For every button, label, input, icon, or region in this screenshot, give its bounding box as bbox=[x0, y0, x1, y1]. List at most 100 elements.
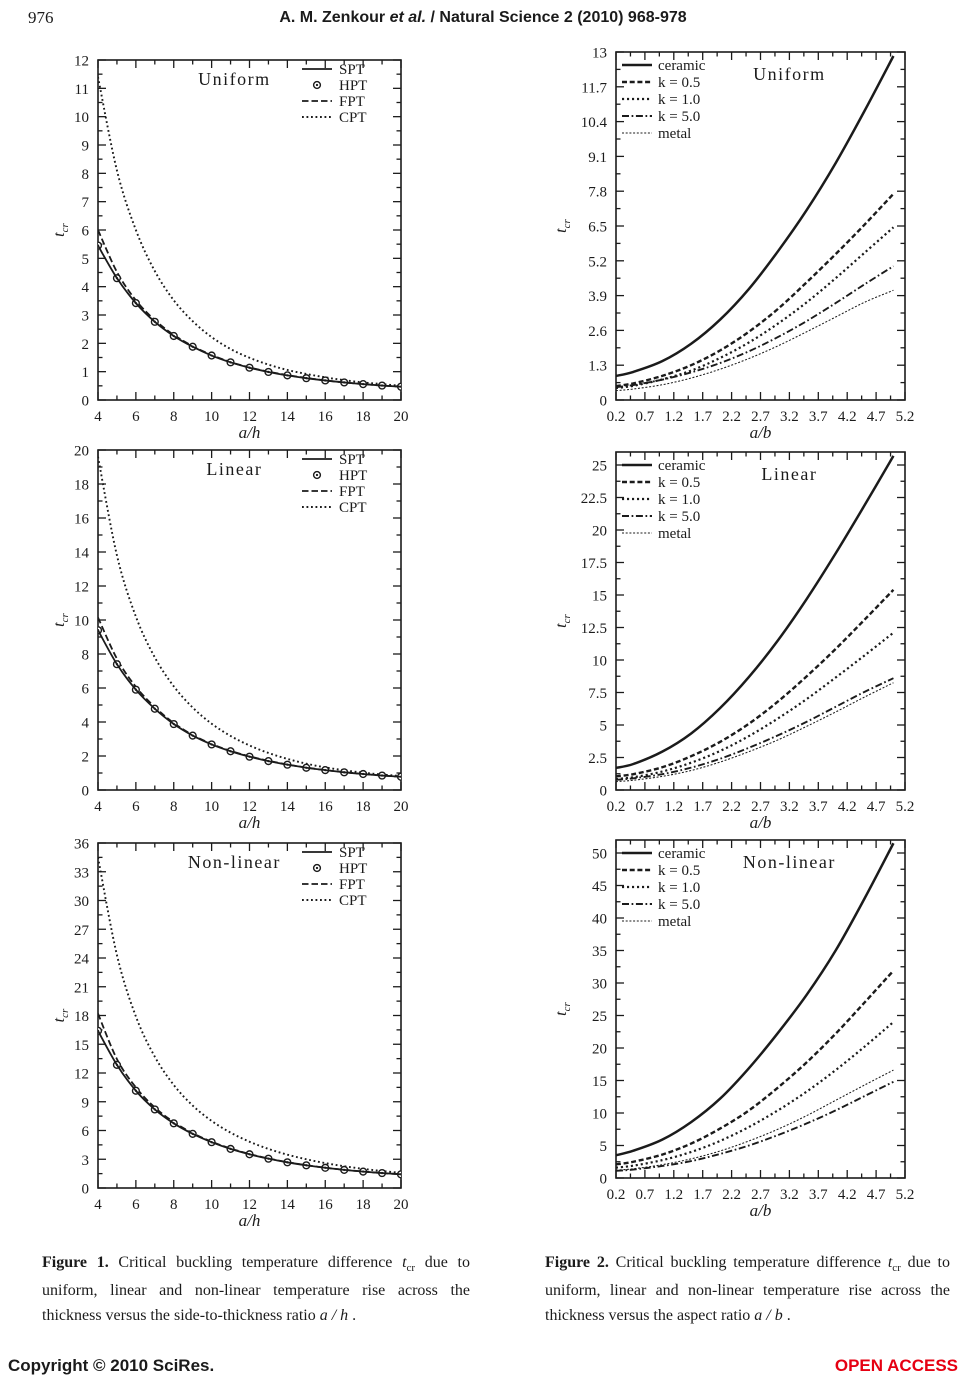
tcr-symbol: t bbox=[887, 1254, 893, 1271]
svg-text:18: 18 bbox=[356, 1197, 371, 1213]
svg-text:1.2: 1.2 bbox=[664, 409, 683, 425]
series-group bbox=[98, 857, 401, 1179]
series-k-5.0 bbox=[616, 265, 894, 389]
svg-text:7.5: 7.5 bbox=[588, 686, 607, 702]
y-axis-label: tcr bbox=[51, 1008, 71, 1022]
series-group bbox=[616, 55, 895, 392]
tick-labels: 0.2 0.7 1.2 1.7 2.2 2.7 3.2 3.7 4.2 4.7 5.2 0 1.3 2.6… bbox=[581, 46, 915, 426]
series-k-0.5 bbox=[616, 193, 895, 388]
figure1-nonlinear-chart: 4 6 8 10 12 14 16 18 200369121518212427303336a/h… bbox=[51, 837, 409, 1231]
svg-text:2: 2 bbox=[82, 337, 90, 353]
tick-labels: 0.2 0.7 1.2 1.7 2.2 2.7 3.2 3.7 4.2 4.7 5.2 0 2.5 5 7.… bbox=[581, 459, 915, 816]
svg-text:8: 8 bbox=[170, 799, 178, 815]
svg-text:27: 27 bbox=[74, 923, 90, 939]
svg-text:14: 14 bbox=[280, 799, 296, 815]
svg-text:16: 16 bbox=[318, 799, 334, 815]
svg-text:20: 20 bbox=[592, 1042, 607, 1058]
series-CPT bbox=[98, 76, 401, 387]
svg-text:6: 6 bbox=[82, 224, 90, 240]
svg-text:14: 14 bbox=[280, 409, 296, 425]
svg-text:0: 0 bbox=[600, 1172, 608, 1188]
figure2-caption: Figure 2. Critical buckling temperature … bbox=[545, 1250, 950, 1329]
svg-text:4: 4 bbox=[94, 409, 102, 425]
tcr-subscript: cr bbox=[892, 1262, 901, 1275]
svg-text:14: 14 bbox=[280, 1197, 296, 1213]
series-group bbox=[616, 842, 895, 1172]
x-axis-label: a/h bbox=[239, 1211, 261, 1230]
svg-text:21: 21 bbox=[74, 980, 89, 996]
svg-text:2.6: 2.6 bbox=[588, 324, 607, 340]
header-title-etal: et al. bbox=[389, 9, 427, 26]
y-axis-label: tcr bbox=[51, 612, 71, 626]
svg-text:6: 6 bbox=[132, 799, 140, 815]
series-k-1.0 bbox=[616, 226, 895, 390]
svg-text:8: 8 bbox=[170, 409, 178, 425]
svg-text:12: 12 bbox=[74, 54, 89, 70]
figure2-caption-label: Figure 2. bbox=[545, 1254, 609, 1271]
svg-text:45: 45 bbox=[592, 879, 607, 895]
y-axis-label: tcr bbox=[553, 218, 573, 232]
svg-text:7.8: 7.8 bbox=[588, 185, 607, 201]
figure1-caption-text-2: due to uniform, linear and non-linear te… bbox=[42, 1254, 470, 1325]
series-ceramic bbox=[616, 55, 895, 378]
svg-text:12: 12 bbox=[242, 1197, 257, 1213]
svg-text:0: 0 bbox=[82, 784, 90, 800]
svg-text:7: 7 bbox=[82, 195, 90, 211]
svg-text:9: 9 bbox=[82, 1095, 90, 1111]
legend-label-metal: metal bbox=[658, 914, 691, 930]
svg-text:10.4: 10.4 bbox=[581, 115, 608, 131]
chart-title: Linear bbox=[761, 464, 817, 484]
tick-labels: 0.2 0.7 1.2 1.7 2.2 2.7 3.2 3.7 4.2 4.7 5.2 0 5 10 15 2… bbox=[592, 847, 914, 1204]
legend-label-CPT: CPT bbox=[339, 110, 367, 126]
svg-text:17.5: 17.5 bbox=[581, 556, 607, 572]
legend-label-FPT: FPT bbox=[339, 877, 365, 893]
legend-label-SPT: SPT bbox=[339, 845, 365, 861]
series-k-1.0 bbox=[616, 1021, 895, 1169]
series-k-1.0 bbox=[616, 631, 895, 781]
svg-text:12: 12 bbox=[74, 1067, 89, 1083]
axis-ticks bbox=[615, 840, 906, 1179]
svg-text:5: 5 bbox=[82, 252, 90, 268]
tick-labels: 4 6 8 10 12 14 16 18 20 0 2 4 6 8 10 12 14 16 18 20 bbox=[74, 444, 409, 816]
x-axis-label: a/h bbox=[239, 813, 261, 832]
svg-text:16: 16 bbox=[318, 1197, 334, 1213]
svg-text:2.2: 2.2 bbox=[722, 799, 741, 815]
series-metal bbox=[616, 1069, 894, 1171]
svg-text:40: 40 bbox=[592, 912, 607, 928]
svg-text:2.2: 2.2 bbox=[722, 1187, 741, 1203]
svg-text:4.2: 4.2 bbox=[838, 799, 857, 815]
svg-text:36: 36 bbox=[74, 837, 90, 853]
legend-label-k-0.5: k = 0.5 bbox=[658, 75, 700, 91]
svg-text:6: 6 bbox=[132, 409, 140, 425]
legend-label-metal: metal bbox=[658, 526, 691, 542]
svg-text:0: 0 bbox=[600, 784, 608, 800]
series-k-0.5 bbox=[616, 969, 895, 1166]
x-axis-label: a/h bbox=[239, 423, 261, 442]
svg-text:2.7: 2.7 bbox=[751, 409, 770, 425]
svg-text:1.3: 1.3 bbox=[588, 359, 607, 375]
svg-text:18: 18 bbox=[356, 409, 371, 425]
svg-text:5: 5 bbox=[600, 719, 608, 735]
legend-label-ceramic: ceramic bbox=[658, 458, 706, 474]
svg-text:20: 20 bbox=[394, 1197, 409, 1213]
legend-label-k-0.5: k = 0.5 bbox=[658, 863, 700, 879]
svg-text:0: 0 bbox=[600, 394, 608, 410]
series-CPT bbox=[98, 456, 401, 778]
figure2-uniform-chart: 0.2 0.7 1.2 1.7 2.2 2.7 3.2 3.7 4.2 4.7 5.2 0 1.3 2.6… bbox=[553, 46, 915, 443]
svg-text:25: 25 bbox=[592, 459, 607, 475]
svg-text:20: 20 bbox=[592, 524, 607, 540]
legend-label-k-1.0: k = 1.0 bbox=[658, 492, 700, 508]
svg-text:2.7: 2.7 bbox=[751, 799, 770, 815]
svg-text:4: 4 bbox=[94, 799, 102, 815]
legend-label-HPT: HPT bbox=[339, 861, 367, 877]
svg-text:8: 8 bbox=[82, 648, 90, 664]
figure2-caption-text-1: Critical buckling temperature difference bbox=[608, 1254, 888, 1271]
svg-text:3.2: 3.2 bbox=[780, 1187, 799, 1203]
svg-text:4.7: 4.7 bbox=[867, 799, 886, 815]
header-title: A. M. Zenkour et al. / Natural Science 2… bbox=[0, 9, 966, 27]
svg-text:15: 15 bbox=[74, 1038, 89, 1054]
